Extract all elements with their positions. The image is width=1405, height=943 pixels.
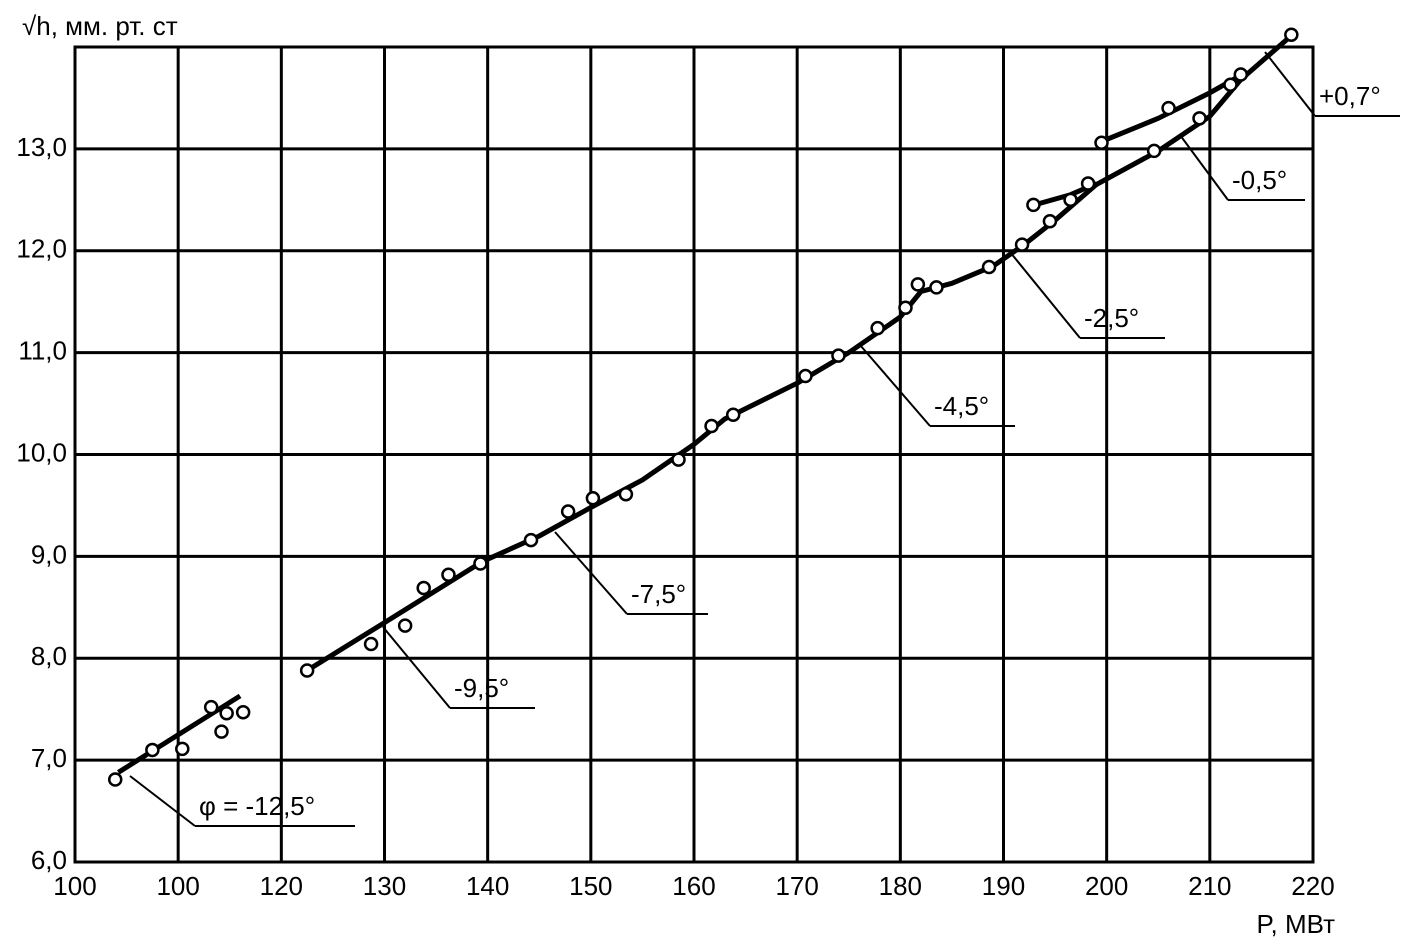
data-point <box>1014 237 1030 252</box>
data-point <box>416 580 431 596</box>
data-point <box>1026 197 1041 213</box>
y-tick-label: 12,0 <box>16 234 67 264</box>
data-point <box>1161 100 1176 116</box>
data-point <box>1042 213 1058 229</box>
x-tick-label: 200 <box>1085 871 1128 901</box>
x-tick-label: 180 <box>879 871 922 901</box>
data-point <box>175 741 190 757</box>
annotation-leader <box>1179 134 1229 201</box>
data-point <box>523 532 539 548</box>
data-point <box>585 491 601 506</box>
plot-frame <box>73 45 1315 864</box>
data-point <box>929 280 944 295</box>
data-point <box>235 704 251 720</box>
data-point <box>363 636 379 652</box>
annotation-leader <box>1264 51 1316 117</box>
x-tick-label: 190 <box>982 871 1025 901</box>
y-axis-title: √h, мм. рт. ст <box>22 11 178 41</box>
data-point <box>441 567 456 582</box>
data-point <box>145 742 160 758</box>
x-tick-label: 150 <box>569 871 612 901</box>
data-point <box>397 618 413 633</box>
x-tick-label: 130 <box>363 871 406 901</box>
y-tick-label: 7,0 <box>31 743 67 773</box>
data-point <box>898 300 913 316</box>
annotation: -7,5° <box>631 579 686 609</box>
x-tick-label: 120 <box>260 871 303 901</box>
x-tick-label: 210 <box>1188 871 1231 901</box>
x-tick-label: 160 <box>672 871 715 901</box>
annotation-leader <box>382 626 451 709</box>
y-tick-label: 9,0 <box>31 539 67 569</box>
annotation-leader <box>859 344 931 427</box>
data-point <box>981 259 997 275</box>
data-point <box>798 368 813 384</box>
data-point <box>203 699 219 715</box>
data-point <box>214 724 229 739</box>
data-point <box>560 504 576 519</box>
data-point <box>1094 135 1109 151</box>
annotation: φ = -12,5° <box>199 791 315 821</box>
y-tick-label: 8,0 <box>31 641 67 671</box>
data-point <box>219 706 234 721</box>
x-tick-label: 100 <box>156 871 199 901</box>
data-point <box>299 663 315 678</box>
data-point <box>1284 27 1299 43</box>
annotation-leader <box>1009 251 1081 339</box>
fit-curve <box>117 693 242 775</box>
data-point <box>1233 67 1249 82</box>
y-tick-label: 11,0 <box>18 336 67 366</box>
data-point <box>910 277 926 292</box>
annotation: -2,5° <box>1084 303 1139 333</box>
annotation: -9,5° <box>454 673 509 703</box>
data-point <box>1080 176 1096 191</box>
data-point <box>725 407 741 423</box>
data-point <box>870 320 885 336</box>
data-point <box>107 772 123 787</box>
data-point <box>831 348 846 363</box>
data-point <box>704 418 719 434</box>
data-point <box>1146 143 1162 159</box>
fit-curve <box>305 32 1295 673</box>
annotation-leader <box>129 775 196 827</box>
data-point <box>1223 77 1238 92</box>
x-tick-label: 100 <box>53 871 96 901</box>
annotation: +0,7° <box>1319 81 1381 111</box>
annotation: -4,5° <box>934 391 989 421</box>
data-point <box>618 486 634 502</box>
x-tick-label: 220 <box>1291 871 1334 901</box>
data-point <box>473 556 488 571</box>
data-point <box>671 452 686 467</box>
data-point <box>1192 111 1207 126</box>
annotation: -0,5° <box>1232 165 1287 195</box>
y-tick-label: 6,0 <box>31 845 67 875</box>
x-tick-label: 140 <box>466 871 509 901</box>
y-tick-label: 13,0 <box>16 132 67 162</box>
x-axis-title: P, МВт <box>1257 909 1336 939</box>
data-point <box>1063 192 1078 208</box>
annotation-leader <box>554 531 628 615</box>
y-tick-label: 10,0 <box>16 437 67 467</box>
x-tick-label: 170 <box>775 871 818 901</box>
